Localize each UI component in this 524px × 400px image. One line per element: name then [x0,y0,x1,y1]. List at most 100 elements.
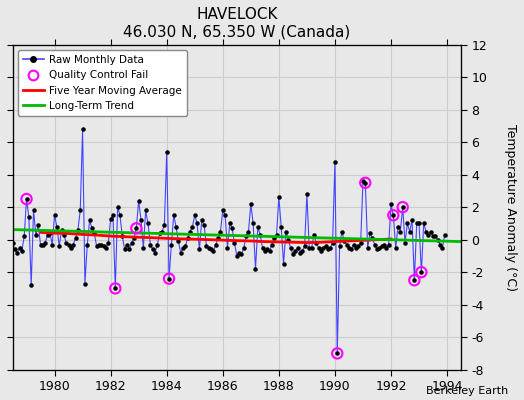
Point [424,232,433,238]
Point [270,235,278,241]
Point [308,244,316,251]
Point [417,269,425,275]
Point [260,248,269,254]
Point [111,285,119,292]
Point [356,240,365,246]
Point [370,241,379,248]
Point [109,212,117,218]
Point [326,244,334,251]
Point [114,204,122,210]
Point [230,240,238,246]
Point [412,220,421,227]
Point [293,244,302,251]
Point [244,228,253,235]
Point [256,232,264,238]
Point [333,350,342,356]
Point [92,243,101,249]
Point [263,246,271,253]
Legend: Raw Monthly Data, Quality Control Fail, Five Year Moving Average, Long-Term Tren: Raw Monthly Data, Quality Control Fail, … [18,50,187,116]
Point [233,253,241,259]
Point [282,228,290,235]
Point [433,236,442,243]
Point [25,214,33,220]
Point [0,228,5,235]
Point [305,244,313,251]
Point [410,277,419,284]
Point [41,240,49,246]
Point [212,241,220,248]
Point [43,232,52,238]
Point [76,207,84,214]
Point [160,222,169,228]
Point [151,250,159,256]
Point [373,246,381,253]
Point [387,201,395,207]
Point [406,228,414,235]
Point [239,244,248,251]
Point [345,244,353,251]
Point [97,241,105,248]
Point [265,248,274,254]
Point [399,204,407,210]
Point [90,230,99,236]
Point [272,232,281,238]
Point [324,246,332,253]
Point [6,244,14,251]
Point [102,244,110,251]
Point [385,241,393,248]
Point [382,244,390,251]
Point [331,158,339,165]
Point [46,230,54,236]
Point [193,220,201,227]
Point [57,227,66,233]
Point [347,246,355,253]
Point [403,220,411,227]
Point [310,232,318,238]
Point [202,243,211,249]
Point [303,191,311,197]
Point [153,241,161,248]
Point [226,220,234,227]
Point [81,280,89,287]
Point [335,243,344,249]
Point [396,228,405,235]
Point [422,228,430,235]
Point [333,350,342,356]
Point [88,225,96,232]
Point [74,227,82,233]
Point [0,225,3,232]
Point [121,246,129,253]
Point [27,282,36,288]
Point [268,241,276,248]
Point [316,248,325,254]
Point [100,243,108,249]
Point [329,240,337,246]
Point [71,235,80,241]
Point [289,251,297,258]
Point [338,228,346,235]
Point [258,244,267,251]
Point [18,248,26,254]
Point [48,241,57,248]
Point [186,228,194,235]
Point [361,180,369,186]
Point [198,217,206,223]
Point [174,238,182,244]
Point [167,241,176,248]
Point [179,244,187,251]
Point [34,222,42,228]
Point [359,178,367,184]
Point [277,224,286,230]
Point [83,241,92,248]
Point [60,232,68,238]
Point [125,246,134,253]
Text: Berkeley Earth: Berkeley Earth [426,386,508,396]
Point [95,241,103,248]
Point [286,244,294,251]
Point [228,225,236,232]
Point [242,233,250,240]
Point [137,217,145,223]
Point [291,248,299,254]
Point [135,198,143,204]
Point [219,207,227,214]
